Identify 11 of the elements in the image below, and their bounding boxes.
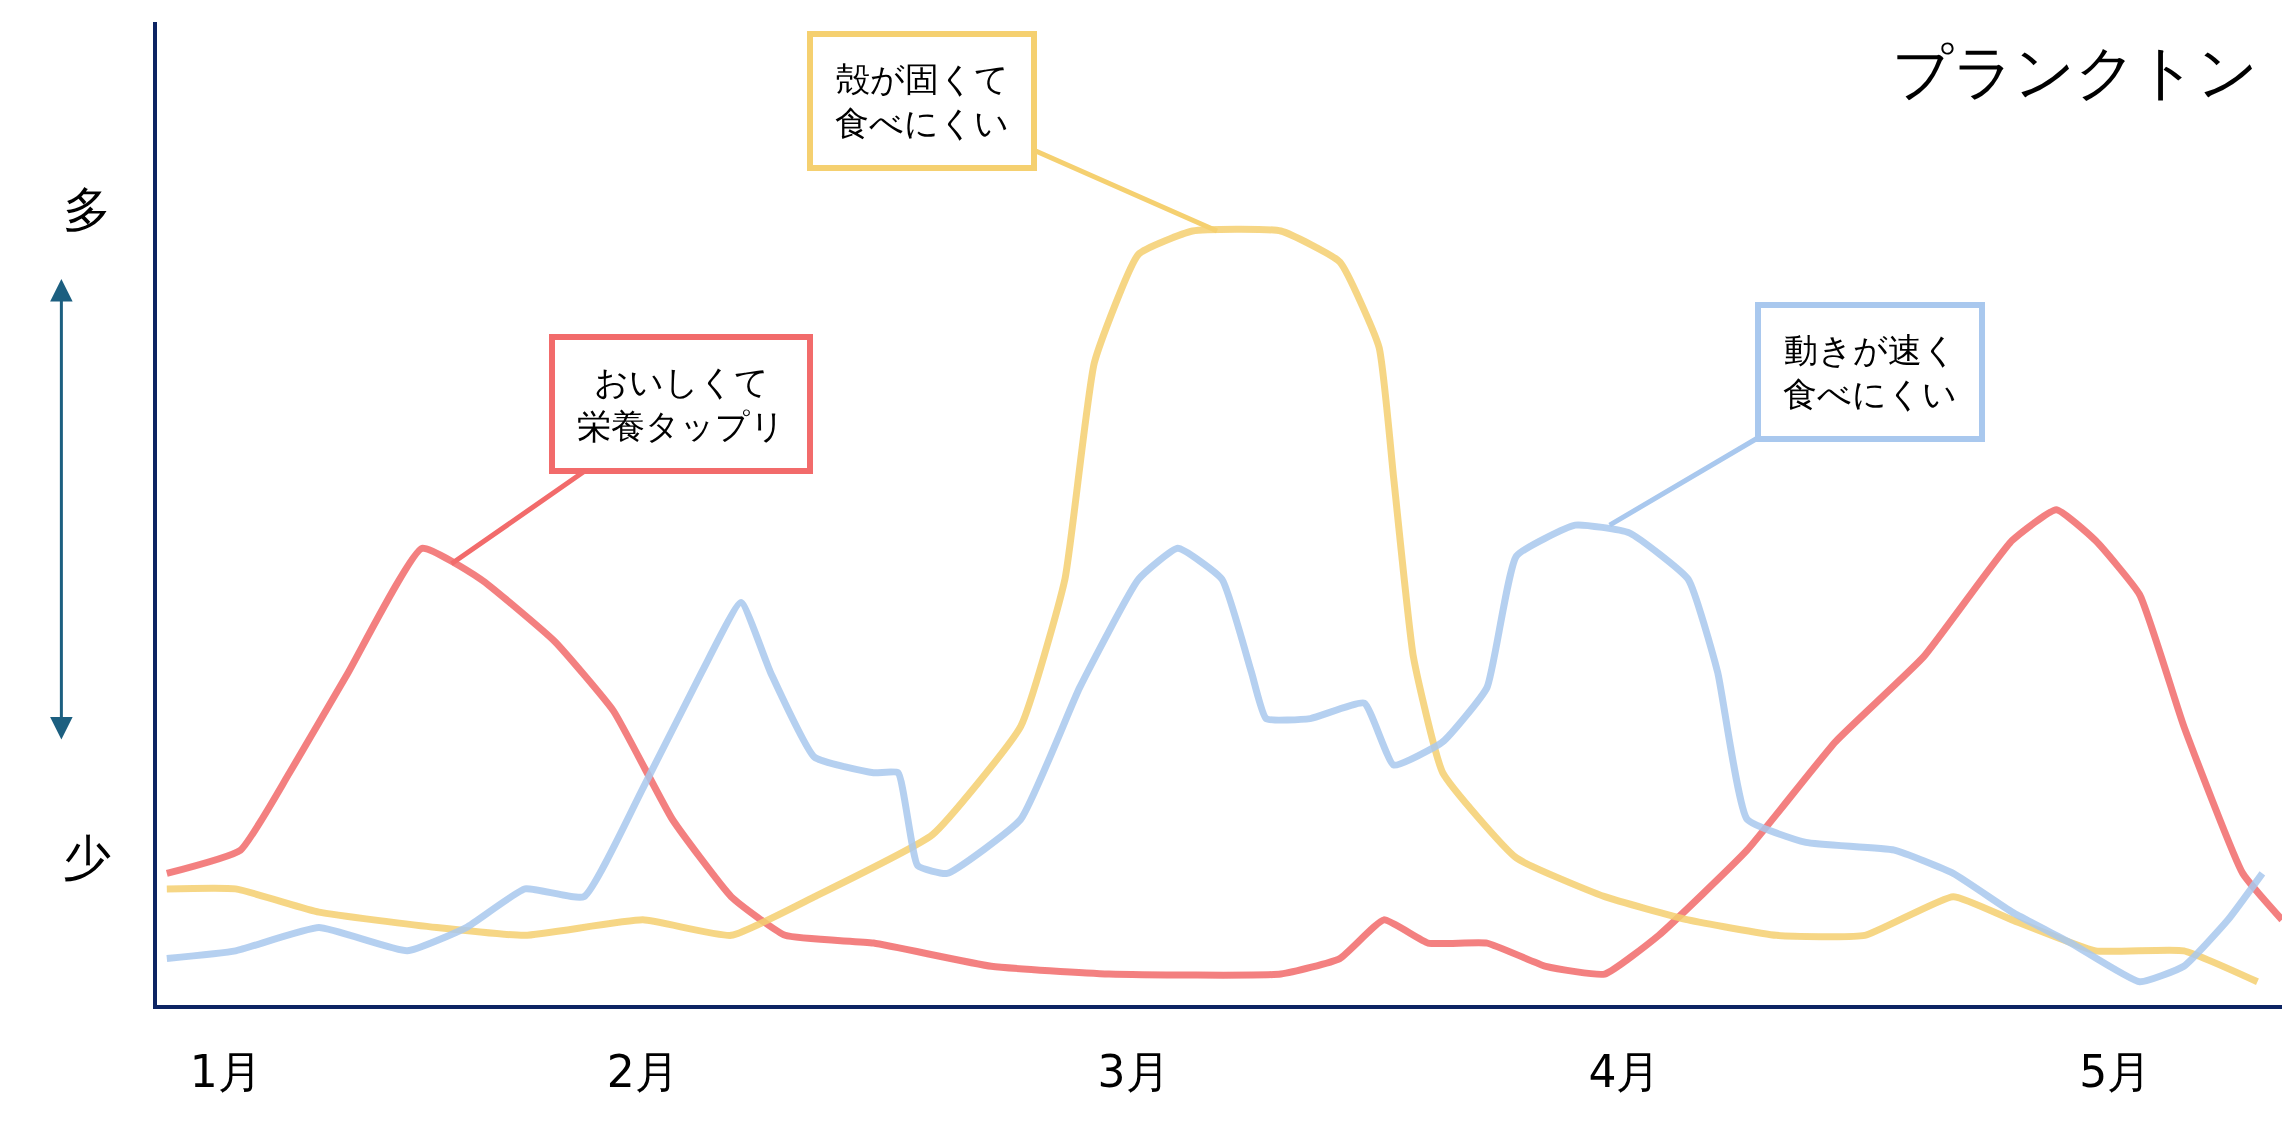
x-tick-label: 3月: [1097, 1045, 1170, 1097]
annotation: 動きが速く食べにくい: [1783, 330, 1957, 415]
annotation: 殻が固くて食べにくい: [835, 59, 1009, 144]
text: 多: [63, 181, 111, 237]
chart-title: プランクトン: [1891, 36, 2258, 107]
annotation: おいしくて栄養タップリ: [577, 362, 785, 447]
x-tick-label: 5月: [2079, 1045, 2152, 1097]
x-tick-label: 1月: [189, 1045, 262, 1097]
x-tick-label: 4月: [1588, 1045, 1661, 1097]
x-tick-label: 2月: [606, 1045, 679, 1097]
text: 少: [63, 829, 111, 885]
